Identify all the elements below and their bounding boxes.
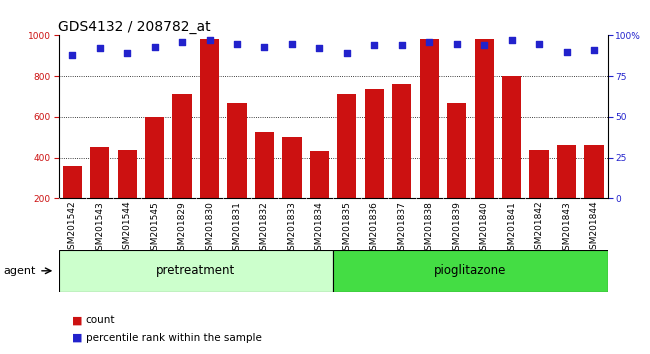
Point [122,51,133,56]
Point [177,39,187,45]
Bar [333,250,608,292]
Point [396,42,407,48]
Bar [474,40,494,239]
Bar [62,166,82,239]
Text: GSM201840: GSM201840 [480,201,489,256]
Point [562,49,572,55]
Point [204,38,214,43]
Text: ■: ■ [72,315,82,325]
Bar [447,103,466,239]
Text: GSM201544: GSM201544 [123,201,132,256]
Bar [584,145,604,239]
Point [506,38,517,43]
Text: GSM201835: GSM201835 [343,201,352,256]
Text: GSM201831: GSM201831 [233,201,242,256]
Text: pretreatment: pretreatment [156,264,235,277]
Bar [200,40,219,239]
Point [342,51,352,56]
Bar [310,152,329,239]
Text: GSM201844: GSM201844 [590,201,599,256]
Point [369,42,380,48]
Text: GDS4132 / 208782_at: GDS4132 / 208782_at [58,21,211,34]
Text: ■: ■ [72,333,82,343]
Bar [90,147,109,239]
Bar [118,150,136,239]
Text: GSM201543: GSM201543 [95,201,104,256]
Point [534,41,544,46]
Text: GSM201833: GSM201833 [287,201,296,256]
Point [259,44,270,50]
Text: GSM201838: GSM201838 [424,201,434,256]
Bar [365,89,384,239]
Text: pioglitazone: pioglitazone [434,264,506,277]
Text: GSM201841: GSM201841 [507,201,516,256]
Text: GSM201832: GSM201832 [260,201,269,256]
Text: GSM201836: GSM201836 [370,201,379,256]
Point [314,46,324,51]
Bar [502,76,521,239]
Bar [145,117,164,239]
Point [287,41,297,46]
Point [479,42,489,48]
Text: GSM201829: GSM201829 [177,201,187,256]
Bar [392,84,411,239]
Text: GSM201834: GSM201834 [315,201,324,256]
Bar [58,250,333,292]
Point [94,46,105,51]
Text: GSM201542: GSM201542 [68,201,77,256]
Point [424,39,434,45]
Text: GSM201837: GSM201837 [397,201,406,256]
Text: GSM201843: GSM201843 [562,201,571,256]
Text: GSM201842: GSM201842 [534,201,543,256]
Point [452,41,462,46]
Text: GSM201839: GSM201839 [452,201,462,256]
Point [232,41,242,46]
Point [589,47,599,53]
Point [67,52,77,58]
Bar [227,103,246,239]
Bar [530,150,549,239]
Bar [255,132,274,239]
Text: GSM201545: GSM201545 [150,201,159,256]
Bar [557,145,576,239]
Bar [337,95,356,239]
Bar [282,137,302,239]
Text: percentile rank within the sample: percentile rank within the sample [86,333,262,343]
Text: count: count [86,315,115,325]
Point [150,44,160,50]
Text: GSM201830: GSM201830 [205,201,214,256]
Text: agent: agent [3,266,36,276]
Bar [172,95,192,239]
Bar [420,40,439,239]
